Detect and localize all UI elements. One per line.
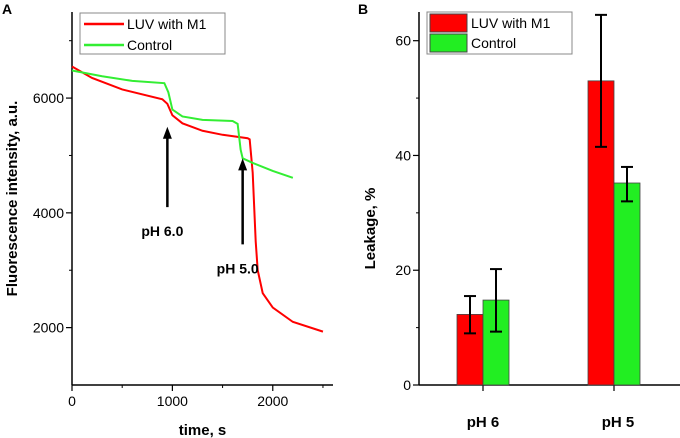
category-label: pH 5: [602, 414, 635, 431]
legend-b: LUV with M1 Control: [426, 11, 573, 55]
x-axis-title-a: time, s: [179, 422, 227, 438]
annotation-arrow-head: [162, 126, 172, 139]
y-tick-label-b: 20: [395, 262, 411, 278]
annotation-arrow-head: [238, 158, 248, 171]
x-tick-label-a: 2000: [257, 393, 288, 409]
y-tick-label-a: 4000: [33, 205, 64, 221]
bar-control: [613, 182, 641, 386]
series-line-control: [71, 69, 294, 179]
y-tick-label-b: 40: [395, 147, 411, 163]
legend-label-a: Control: [127, 37, 172, 53]
y-axis-title-a: Fluorescence intensity, a.u.: [4, 101, 21, 297]
annotation-label: pH 6.0: [141, 223, 183, 239]
y-tick-label-a: 6000: [33, 90, 64, 106]
x-tick-label-a: 0: [68, 393, 76, 409]
legend-swatch-b: [429, 33, 468, 53]
panel-label-b: B: [358, 1, 368, 17]
x-tick-label-a: 1000: [157, 393, 188, 409]
legend-label-b: Control: [471, 35, 516, 51]
y-axis-title-b: Leakage, %: [362, 188, 379, 270]
y-tick-label-b: 0: [403, 377, 411, 393]
annotation-label: pH 5.0: [217, 260, 259, 276]
legend-swatch-b: [429, 13, 468, 33]
y-tick-label-a: 2000: [33, 320, 64, 336]
legend-box-a: [79, 12, 226, 55]
category-label: pH 6: [467, 414, 500, 431]
legend-label-a: LUV with M1: [127, 16, 207, 32]
y-tick-label-b: 60: [395, 33, 411, 49]
panel-label-a: A: [2, 1, 12, 17]
legend-a: LUV with M1 Control: [79, 12, 226, 55]
series-line-luv-m1: [71, 65, 324, 333]
legend-label-b: LUV with M1: [471, 15, 551, 31]
